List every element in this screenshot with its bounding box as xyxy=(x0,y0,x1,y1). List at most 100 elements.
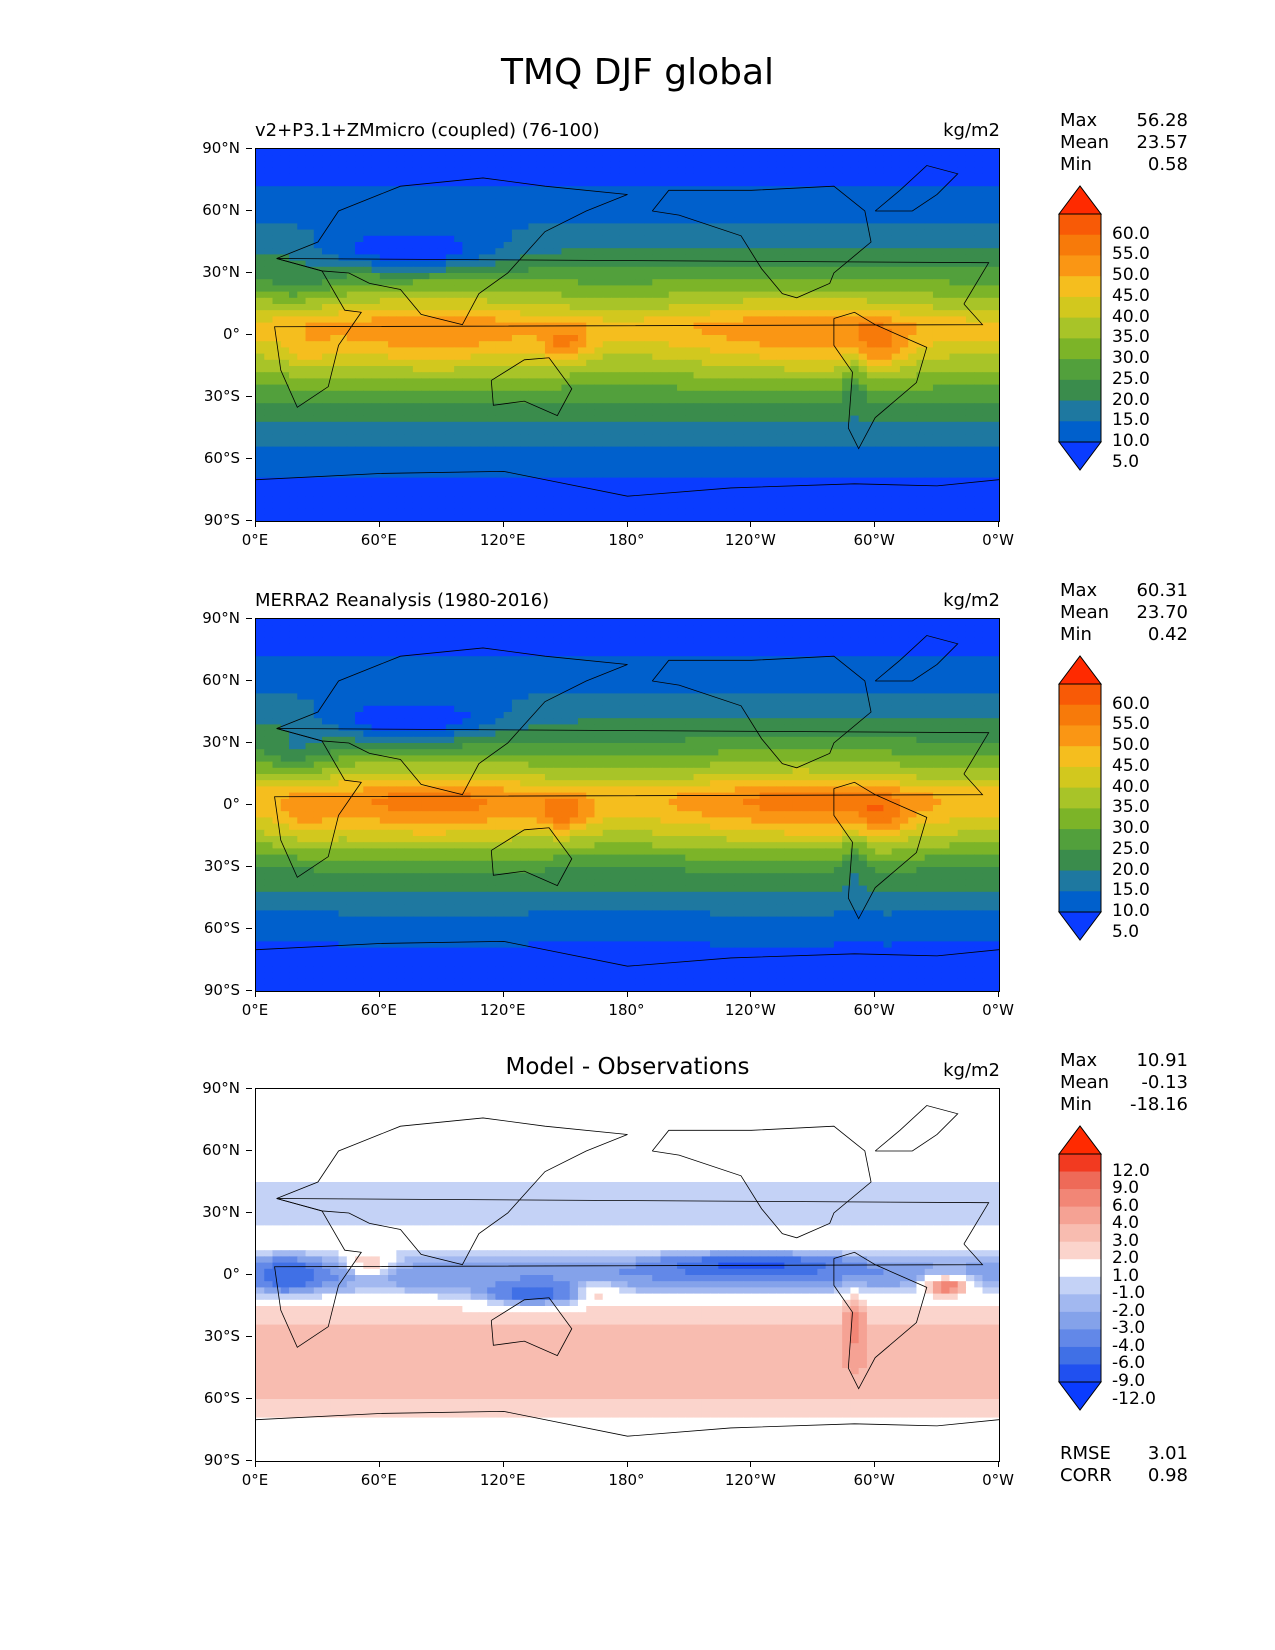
heatmap-cell xyxy=(363,483,373,491)
heatmap-cell xyxy=(280,359,290,367)
heatmap-cell xyxy=(833,235,843,243)
heatmap-cell xyxy=(701,322,711,330)
heatmap-cell xyxy=(685,434,695,441)
heatmap-cell xyxy=(586,465,596,472)
heatmap-cell xyxy=(974,421,984,429)
heatmap-cell xyxy=(363,459,373,466)
heatmap-cell xyxy=(396,483,406,491)
heatmap-cell xyxy=(264,446,274,454)
heatmap-cell xyxy=(569,490,579,497)
heatmap-cell xyxy=(544,260,554,268)
heatmap-cell xyxy=(751,242,761,249)
heatmap-cell xyxy=(866,428,876,435)
heatmap-cell xyxy=(346,421,356,429)
heatmap-cell xyxy=(701,223,711,231)
heatmap-cell xyxy=(701,316,711,324)
heatmap-cell xyxy=(685,211,695,218)
heatmap-cell xyxy=(809,335,818,342)
heatmap-cell xyxy=(776,316,785,324)
heatmap-cell xyxy=(379,378,389,386)
heatmap-cell xyxy=(924,335,934,342)
heatmap-cell xyxy=(751,229,761,237)
heatmap-cell xyxy=(487,260,497,268)
heatmap-cell xyxy=(487,198,497,206)
heatmap-cell xyxy=(883,279,893,286)
heatmap-cell xyxy=(544,483,554,491)
heatmap-cell xyxy=(355,260,364,268)
heatmap-cell xyxy=(693,211,703,218)
heatmap-cell xyxy=(586,180,596,187)
heatmap-cell xyxy=(809,279,818,286)
heatmap-cell xyxy=(437,297,447,305)
heatmap-cell xyxy=(437,353,447,361)
heatmap-cell xyxy=(338,167,348,175)
heatmap-cell xyxy=(495,415,505,423)
heatmap-cell xyxy=(297,341,307,348)
heatmap-cell xyxy=(883,390,893,398)
heatmap-cell xyxy=(759,198,769,206)
heatmap-cell xyxy=(718,173,728,181)
heatmap-cell xyxy=(619,204,629,212)
heatmap-cell xyxy=(561,483,571,491)
heatmap-cell xyxy=(941,297,951,305)
heatmap-cell xyxy=(355,235,364,243)
heatmap-cell xyxy=(908,242,918,249)
heatmap-cell xyxy=(743,459,752,466)
heatmap-cell xyxy=(759,248,769,255)
heatmap-cell xyxy=(569,279,579,286)
heatmap-cell xyxy=(693,235,703,243)
heatmap-cell xyxy=(289,211,298,218)
heatmap-cell xyxy=(272,347,282,355)
heatmap-cell xyxy=(825,297,835,305)
heatmap-cell xyxy=(685,155,695,162)
heatmap-cell xyxy=(660,428,670,435)
heatmap-cell xyxy=(784,304,794,311)
heatmap-cell xyxy=(454,248,463,255)
heatmap-cell xyxy=(809,341,818,348)
heatmap-cell xyxy=(784,322,794,330)
heatmap-cell xyxy=(710,477,719,485)
heatmap-cell xyxy=(718,378,728,386)
heatmap-cell xyxy=(412,223,422,231)
heatmap-cell xyxy=(726,428,736,435)
heatmap-cell xyxy=(858,477,868,485)
heatmap-cell xyxy=(899,335,909,342)
heatmap-cell xyxy=(957,173,967,181)
heatmap-cell xyxy=(577,167,587,175)
heatmap-cell xyxy=(396,415,406,423)
heatmap-cell xyxy=(297,421,307,429)
heatmap-cell xyxy=(313,192,323,200)
heatmap-cell xyxy=(825,483,835,491)
heatmap-cell xyxy=(668,452,678,460)
heatmap-cell xyxy=(875,397,885,404)
heatmap-cell xyxy=(313,223,323,231)
heatmap-cell xyxy=(610,397,620,404)
heatmap-cell xyxy=(355,192,364,200)
heatmap-cell xyxy=(594,459,604,466)
heatmap-cell xyxy=(619,465,629,472)
heatmap-cell xyxy=(759,254,769,262)
heatmap-cell xyxy=(644,248,653,255)
heatmap-cell xyxy=(941,446,951,454)
heatmap-cell xyxy=(734,161,744,169)
heatmap-cell xyxy=(866,155,876,162)
heatmap-cell xyxy=(280,297,290,305)
heatmap-cell xyxy=(454,217,463,224)
heatmap-cell xyxy=(767,161,777,169)
heatmap-cell xyxy=(528,229,538,237)
heatmap-cell xyxy=(544,328,554,336)
heatmap-cell xyxy=(586,347,596,355)
heatmap-cell xyxy=(338,409,348,417)
heatmap-cell xyxy=(338,149,348,156)
heatmap-cell xyxy=(363,254,373,262)
heatmap-cell xyxy=(635,459,645,466)
heatmap-cell xyxy=(503,229,513,237)
heatmap-cell xyxy=(330,415,340,423)
heatmap-cell xyxy=(809,421,818,429)
heatmap-cell xyxy=(776,440,785,448)
heatmap-cell xyxy=(833,471,843,479)
heatmap-cell xyxy=(338,353,348,361)
heatmap-cell xyxy=(289,434,298,441)
heatmap-cell xyxy=(462,403,472,410)
heatmap-cell xyxy=(561,310,571,317)
